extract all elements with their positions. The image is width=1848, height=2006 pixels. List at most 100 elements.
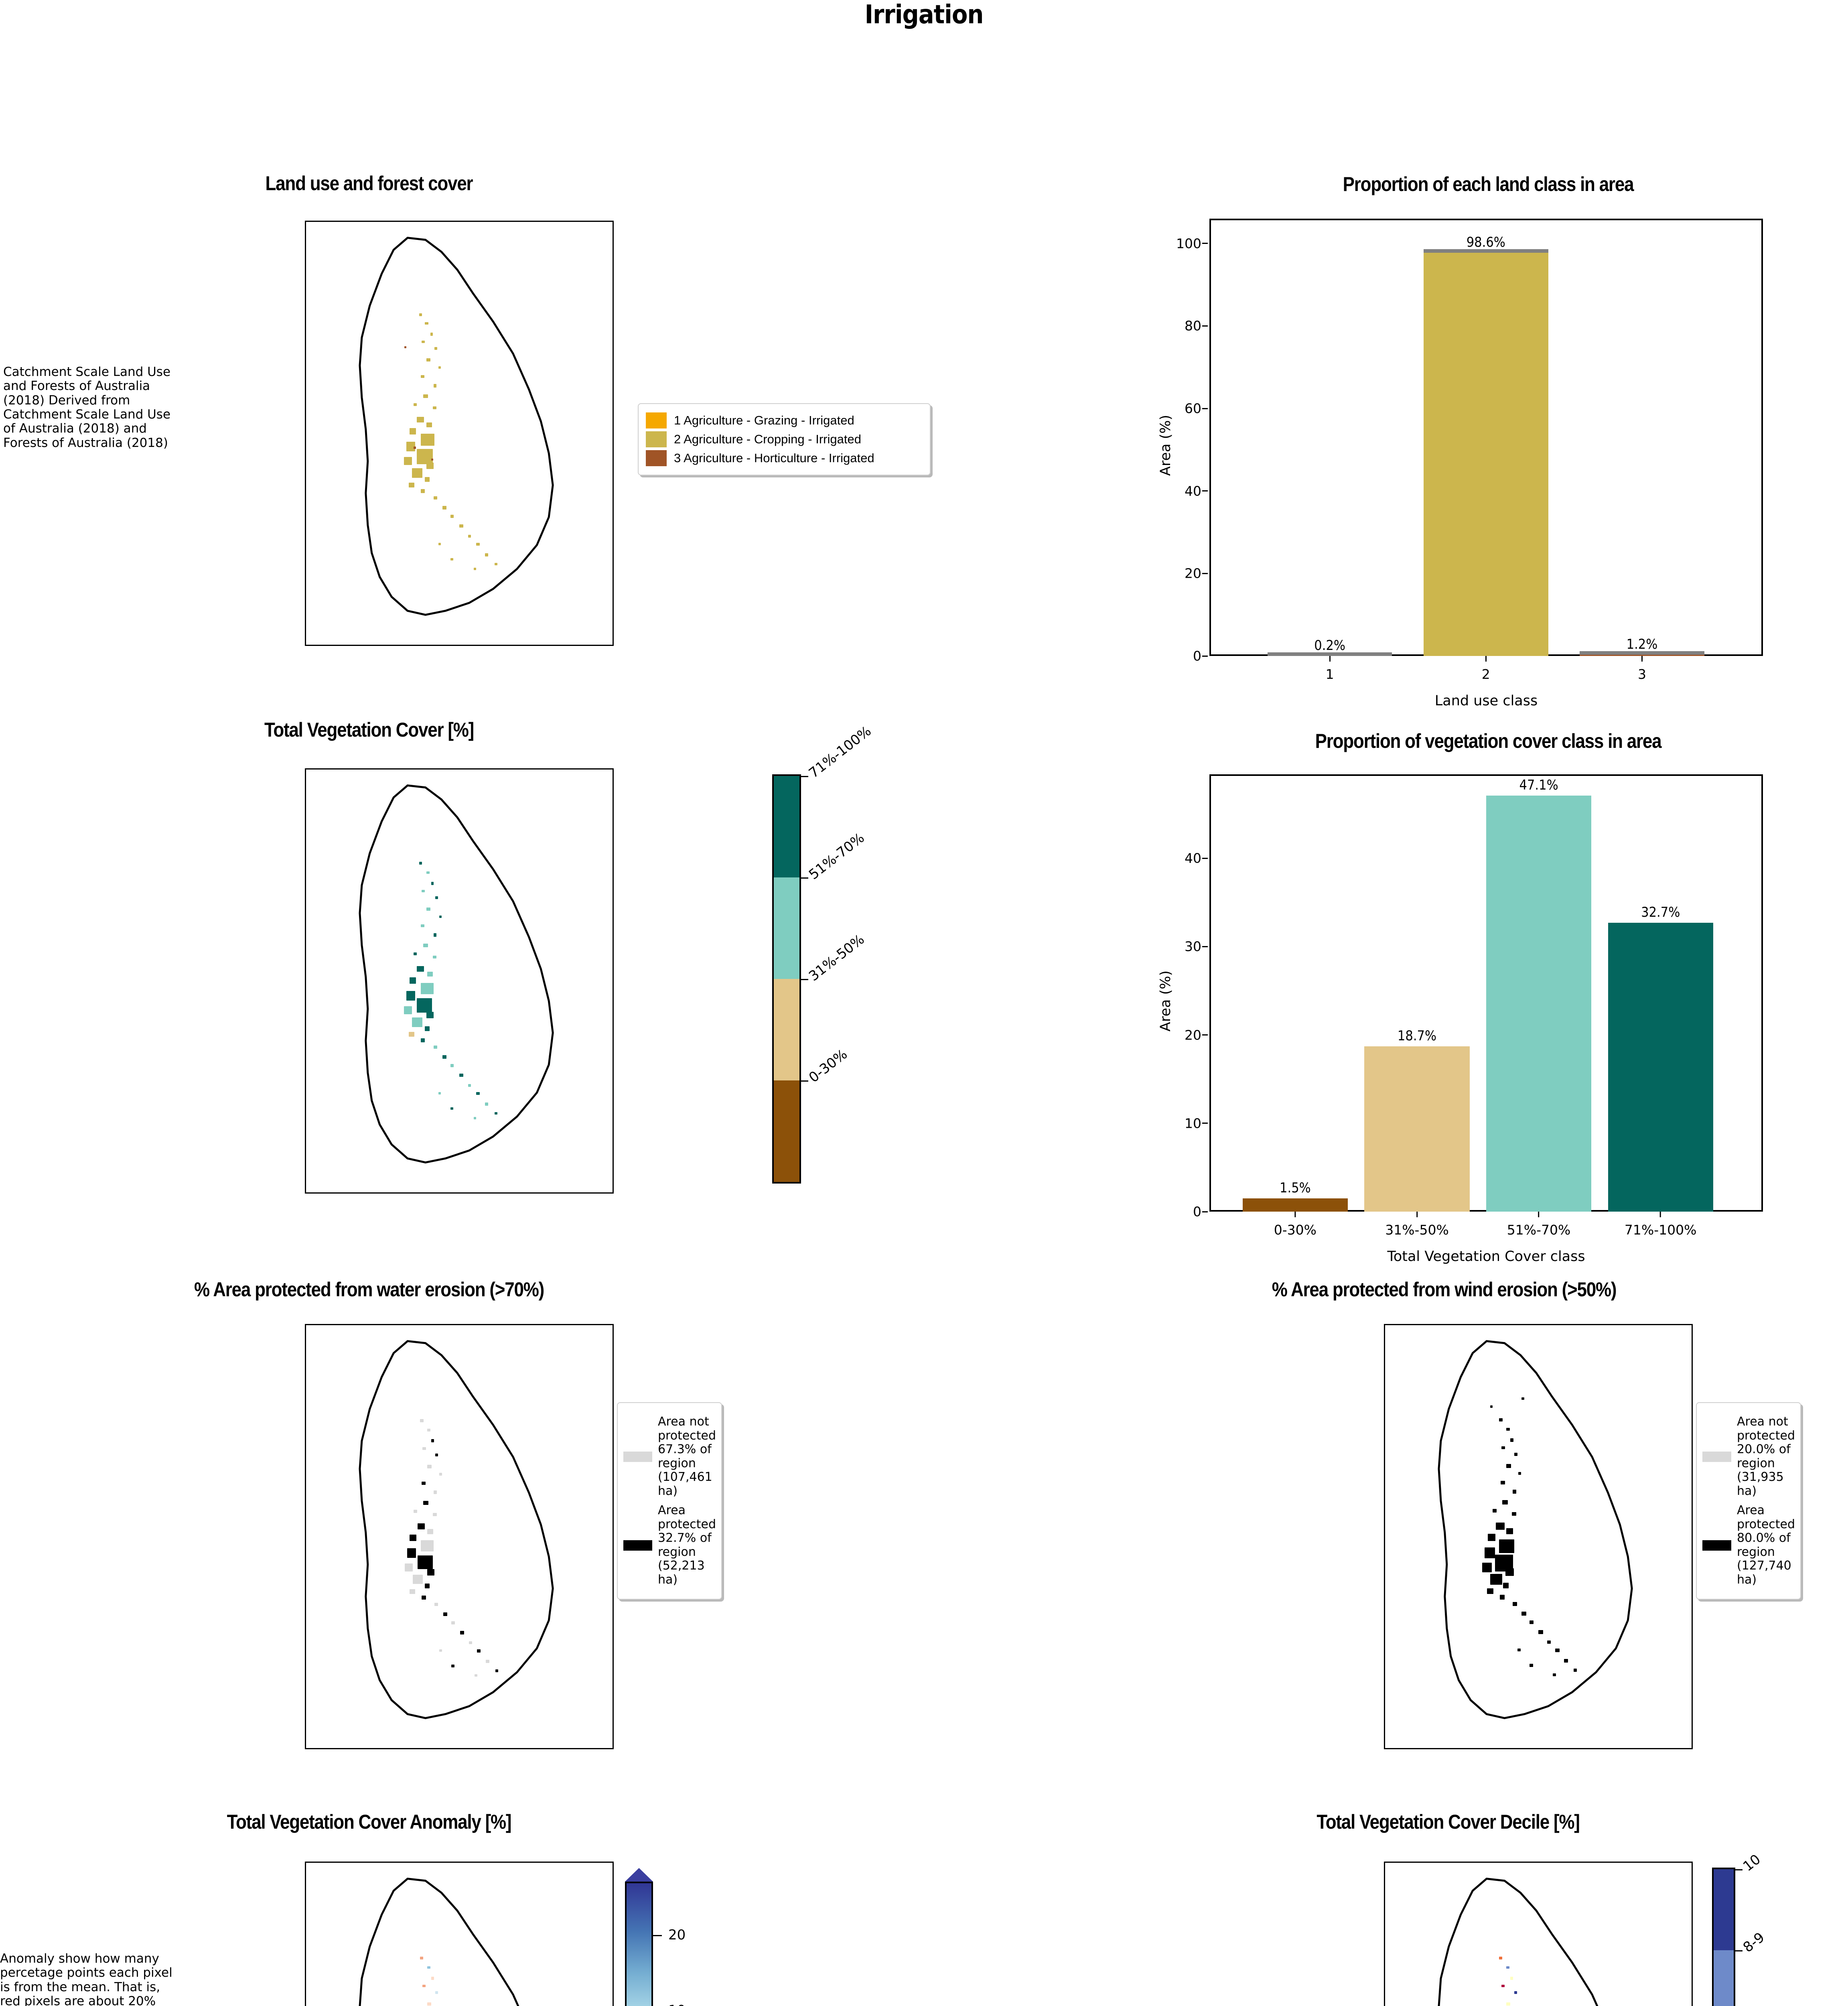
colorbar-tick xyxy=(799,776,808,777)
water-erosion-legend: Area not protected 67.3% of region (107,… xyxy=(617,1402,722,1600)
decile-map xyxy=(1384,1862,1693,2006)
land-use-legend: 1 Agriculture - Grazing - Irrigated 2 Ag… xyxy=(638,403,931,475)
legend-item: Area not protected 67.3% of region (107,… xyxy=(623,1415,716,1498)
decile-map-title: Total Vegetation Cover Decile [%] xyxy=(1317,1811,1580,1833)
color-swatch-protected xyxy=(1702,1540,1731,1551)
x-axis-label: Land use class xyxy=(1434,693,1538,709)
colorbar-label-8-9: 8-9 xyxy=(1740,1929,1768,1956)
bar-value-label: 32.7% xyxy=(1641,904,1680,920)
x-tick: 2 xyxy=(1482,656,1490,682)
decile-map-outline xyxy=(1438,1878,1598,2006)
water-erosion-map xyxy=(305,1324,614,1749)
axis-spine-top xyxy=(1209,774,1763,776)
y-tick: 60 xyxy=(1185,401,1209,416)
bar-value-label: 0.2% xyxy=(1314,638,1345,654)
legend-label: 2 Agriculture - Cropping - Irrigated xyxy=(674,432,861,446)
water-erosion-map-outline xyxy=(359,1340,554,1719)
color-swatch-horticulture xyxy=(646,450,667,466)
bar-value-label: 1.5% xyxy=(1280,1180,1311,1196)
y-axis-label: Area (%) xyxy=(1158,970,1174,1032)
decile-colorbar: 10 8-9 4-7 2-3 1 xyxy=(1712,1851,1767,2006)
legend-label: Area not protected 20.0% of region (31,9… xyxy=(1737,1415,1795,1498)
colorbar-gradient xyxy=(625,1882,653,2006)
x-tick: 51%-70% xyxy=(1507,1212,1571,1238)
land-class-chart-title: Proportion of each land class in area xyxy=(1343,173,1634,195)
colorbar-tick xyxy=(799,1080,808,1082)
colorbar-tick xyxy=(799,979,808,980)
bar-value-label: 47.1% xyxy=(1519,777,1558,793)
color-swatch-grazing xyxy=(646,412,667,428)
colorbar-segment-10 xyxy=(1714,1869,1734,1951)
axis-spine-right xyxy=(1761,774,1763,1212)
veg-cover-map-title: Total Vegetation Cover [%] xyxy=(264,719,474,741)
colorbar-label-10: 10 xyxy=(1740,1851,1764,1875)
legend-item: 3 Agriculture - Horticulture - Irrigated xyxy=(646,450,923,466)
veg-class-chart-title: Proportion of vegetation cover class in … xyxy=(1315,730,1662,752)
y-tick: 0 xyxy=(1193,1204,1209,1220)
veg-cover-colorbar: 71%-100% 51%-70% 31%-50% 0-30% xyxy=(772,723,874,1184)
land-use-map-title: Land use and forest cover xyxy=(265,172,473,195)
veg-cover-map xyxy=(305,768,614,1194)
land-use-source-note: Catchment Scale Land Use and Forests of … xyxy=(3,365,171,450)
y-tick: 40 xyxy=(1185,483,1209,499)
anomaly-colorbar: 20 10 0 −10 −20 xyxy=(625,1868,686,2006)
page-title: Irrigation xyxy=(864,0,984,30)
x-tick: 0-30% xyxy=(1274,1212,1317,1238)
land-class-chart: 0 20 40 60 80 100 0.2% 98.6% 1.2% 1 2 3 … xyxy=(1158,219,1763,709)
y-tick: 0 xyxy=(1193,648,1209,664)
x-axis-label: Total Vegetation Cover class xyxy=(1387,1249,1585,1265)
x-tick: 3 xyxy=(1638,656,1646,682)
bar-veg-class-31-50: 18.7% xyxy=(1364,1028,1470,1212)
bar-value-label: 18.7% xyxy=(1397,1028,1437,1044)
bar-value-label: 1.2% xyxy=(1626,636,1658,652)
y-tick: 40 xyxy=(1185,851,1209,866)
color-swatch-not-protected xyxy=(1702,1451,1731,1462)
anomaly-map-outline xyxy=(359,1878,519,2006)
colorbar-segment-0-30 xyxy=(774,1080,799,1182)
y-tick: 20 xyxy=(1185,1027,1209,1043)
colorbar-tick xyxy=(799,877,808,879)
y-axis-label: Area (%) xyxy=(1158,414,1174,476)
color-swatch-not-protected xyxy=(623,1451,652,1462)
x-tick: 71%-100% xyxy=(1625,1212,1697,1238)
color-swatch-cropping xyxy=(646,431,667,447)
colorbar-label-31-50: 31%-50% xyxy=(806,931,868,985)
colorbar-label-20: 20 xyxy=(668,1927,686,1943)
colorbar-extend-top xyxy=(625,1868,653,1882)
bar-veg-class-71-100: 32.7% xyxy=(1608,904,1713,1212)
wind-erosion-map xyxy=(1384,1324,1693,1749)
x-tick: 31%-50% xyxy=(1385,1212,1449,1238)
colorbar-label-71-100: 71%-100% xyxy=(806,723,874,782)
anomaly-map xyxy=(305,1862,614,2006)
anomaly-map-title: Total Vegetation Cover Anomaly [%] xyxy=(227,1811,512,1833)
legend-item: Area not protected 20.0% of region (31,9… xyxy=(1702,1415,1795,1498)
y-tick: 20 xyxy=(1185,566,1209,581)
legend-item: Area protected 32.7% of region (52,213 h… xyxy=(623,1503,716,1587)
y-tick: 10 xyxy=(1185,1115,1209,1131)
axis-spine-right xyxy=(1761,219,1763,656)
legend-label: Area protected 32.7% of region (52,213 h… xyxy=(658,1503,716,1587)
y-tick: 100 xyxy=(1176,236,1209,251)
land-use-map-outline xyxy=(359,237,554,616)
wind-erosion-legend: Area not protected 20.0% of region (31,9… xyxy=(1696,1402,1801,1600)
bar-veg-class-51-70: 47.1% xyxy=(1486,777,1592,1212)
legend-label: 3 Agriculture - Horticulture - Irrigated xyxy=(674,451,874,465)
colorbar-tick xyxy=(1734,1950,1743,1952)
y-tick: 30 xyxy=(1185,939,1209,954)
colorbar-segment-8-9 xyxy=(1714,1950,1734,2006)
veg-class-chart: 0 10 20 30 40 1.5% 18.7% 47.1% 32.7% 0-3… xyxy=(1158,774,1763,1265)
colorbar-label-51-70: 51%-70% xyxy=(806,830,868,883)
colorbar-label-0-30: 0-30% xyxy=(806,1046,850,1086)
colorbar-segment-51-70 xyxy=(774,877,799,979)
bar-land-class-2: 98.6% xyxy=(1424,234,1548,656)
legend-item: 1 Agriculture - Grazing - Irrigated xyxy=(646,412,923,428)
colorbar-segment-71-100 xyxy=(774,776,799,877)
anomaly-note: Anomaly show how many percetage points e… xyxy=(0,1951,172,2006)
water-erosion-map-title: % Area protected from water erosion (>70… xyxy=(194,1278,544,1301)
axis-spine-top xyxy=(1209,219,1763,220)
x-tick: 1 xyxy=(1326,656,1334,682)
land-use-map xyxy=(305,221,614,646)
bar-land-class-3: 1.2% xyxy=(1580,636,1704,656)
legend-label: Area not protected 67.3% of region (107,… xyxy=(658,1415,716,1498)
bar-value-label: 98.6% xyxy=(1466,234,1505,251)
